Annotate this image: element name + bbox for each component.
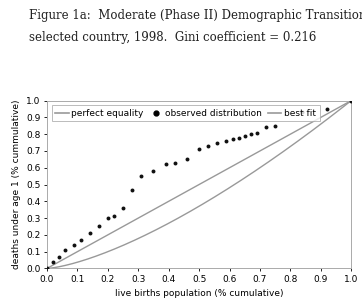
Point bbox=[224, 138, 230, 143]
Point bbox=[111, 214, 117, 219]
Point bbox=[263, 125, 269, 130]
Point bbox=[184, 157, 190, 162]
Point bbox=[50, 259, 56, 264]
Point bbox=[120, 206, 126, 210]
Point bbox=[151, 169, 156, 174]
Point bbox=[272, 123, 278, 128]
Y-axis label: deaths under age 1 (% cummulative): deaths under age 1 (% cummulative) bbox=[12, 100, 21, 269]
Point bbox=[300, 110, 306, 115]
Point bbox=[96, 224, 102, 229]
Point bbox=[348, 98, 354, 103]
Point bbox=[214, 140, 220, 145]
Point bbox=[105, 216, 111, 221]
Point bbox=[236, 135, 241, 140]
Point bbox=[129, 187, 135, 192]
Point bbox=[242, 133, 248, 138]
Point bbox=[72, 242, 77, 247]
Point bbox=[56, 254, 62, 259]
Point bbox=[62, 248, 68, 253]
Point bbox=[172, 160, 178, 165]
Point bbox=[248, 132, 254, 137]
X-axis label: live births population (% cumulative): live births population (% cumulative) bbox=[115, 289, 283, 298]
Point bbox=[230, 137, 235, 142]
Point bbox=[44, 266, 50, 271]
Point bbox=[205, 143, 211, 148]
Text: Figure 1a:  Moderate (Phase II) Demographic Transition: Figure 1a: Moderate (Phase II) Demograph… bbox=[29, 9, 362, 22]
Point bbox=[87, 231, 93, 235]
Point bbox=[77, 237, 83, 242]
Point bbox=[324, 106, 330, 111]
Point bbox=[254, 130, 260, 135]
Point bbox=[196, 147, 202, 152]
Text: selected country, 1998.  Gini coefficient = 0.216: selected country, 1998. Gini coefficient… bbox=[29, 30, 316, 44]
Point bbox=[138, 174, 144, 178]
Legend: perfect equality, observed distribution, best fit: perfect equality, observed distribution,… bbox=[51, 105, 320, 121]
Point bbox=[163, 162, 169, 167]
